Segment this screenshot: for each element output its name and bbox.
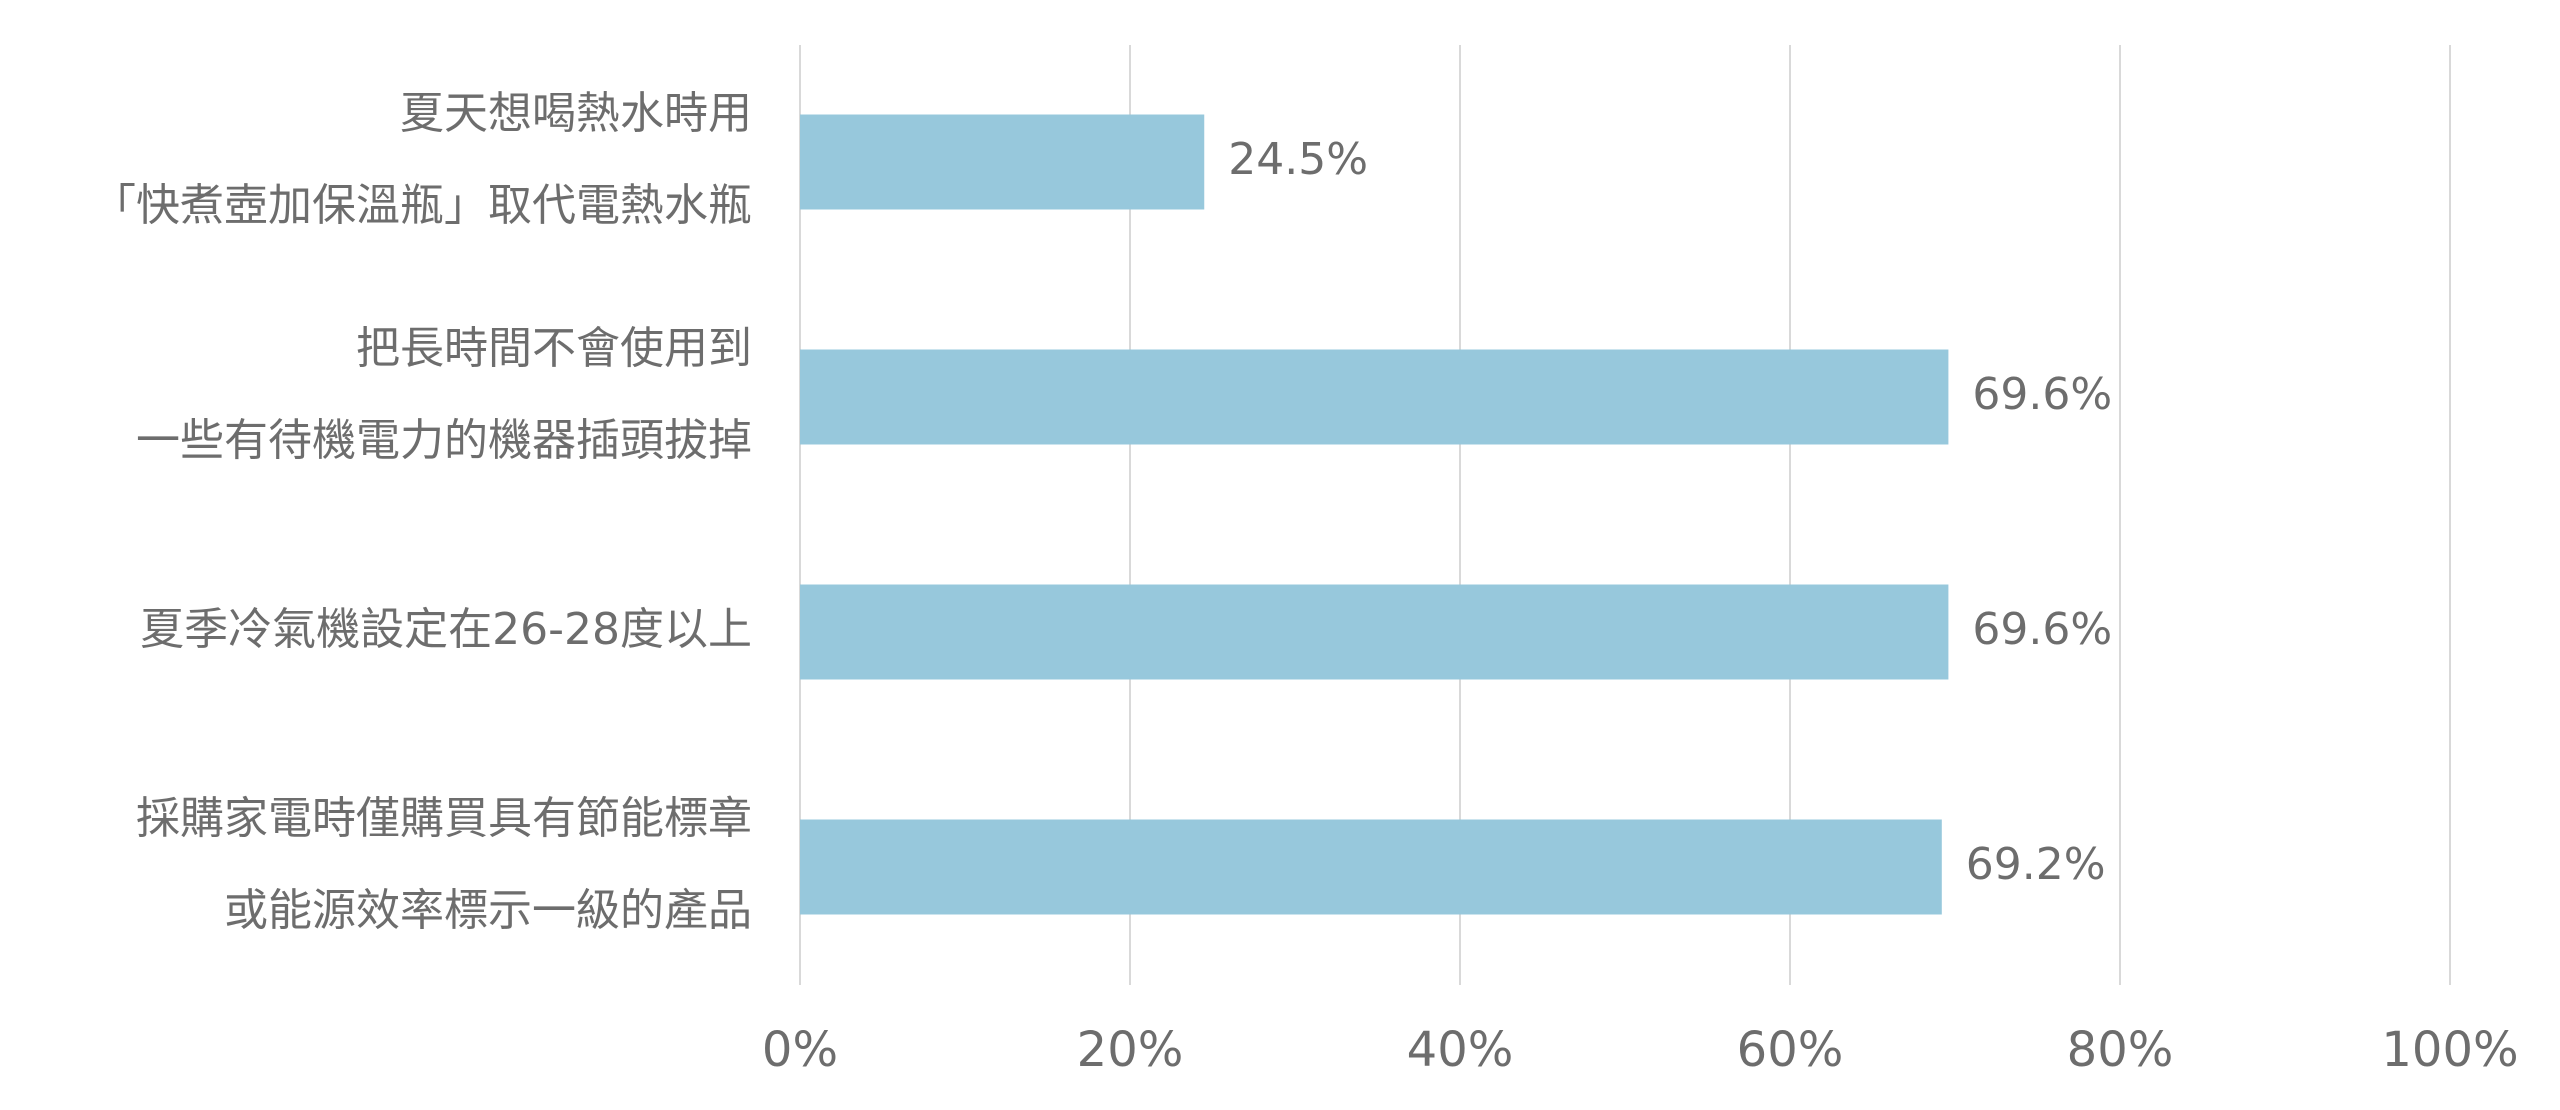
x-tick-label: 60% bbox=[1737, 1022, 1844, 1078]
bar bbox=[800, 114, 1205, 210]
bar bbox=[800, 584, 1949, 680]
value-labels: 24.5% 69.6% 69.6% 69.2% bbox=[1228, 134, 2112, 890]
category-label: 把長時間不會使用到 bbox=[356, 323, 752, 374]
category-label: 「快煮壺加保溫瓶」取代電熱水瓶 bbox=[92, 180, 752, 231]
category-label: 採購家電時僅購買具有節能標章 bbox=[136, 793, 752, 844]
x-tick-label: 20% bbox=[1077, 1022, 1184, 1078]
category-label: 或能源效率標示一級的產品 bbox=[224, 885, 752, 936]
x-tick-label: 80% bbox=[2067, 1022, 2174, 1078]
category-label: 一些有待機電力的機器插頭拔掉 bbox=[136, 415, 752, 466]
x-axis-tick-labels: 0% 20% 40% 60% 80% 100% bbox=[762, 1022, 2519, 1078]
bar bbox=[800, 349, 1949, 445]
bar-value-label: 69.6% bbox=[1972, 604, 2112, 655]
bar-value-label: 69.2% bbox=[1966, 839, 2106, 890]
bar-value-label: 24.5% bbox=[1228, 134, 1368, 185]
bar bbox=[800, 819, 1942, 915]
x-tick-label: 100% bbox=[2381, 1022, 2518, 1078]
category-labels: 夏天想喝熱水時用「快煮壺加保溫瓶」取代電熱水瓶把長時間不會使用到一些有待機電力的… bbox=[92, 88, 752, 936]
x-tick-label: 0% bbox=[762, 1022, 838, 1078]
category-label: 夏天想喝熱水時用 bbox=[400, 88, 752, 139]
x-tick-label: 40% bbox=[1407, 1022, 1514, 1078]
bars bbox=[800, 114, 1949, 915]
bar-value-label: 69.6% bbox=[1972, 369, 2112, 420]
category-label: 夏季冷氣機設定在26-28度以上 bbox=[140, 604, 752, 655]
